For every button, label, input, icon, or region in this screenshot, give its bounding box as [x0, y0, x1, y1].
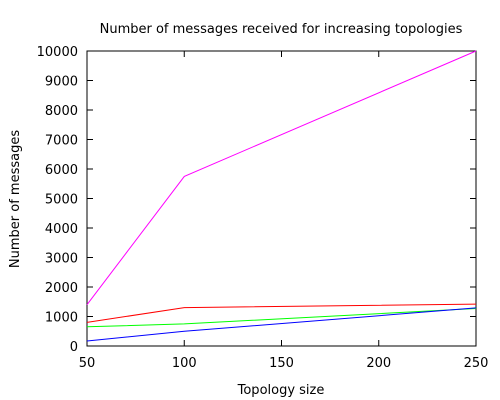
y-tick-label: 2000 [45, 281, 78, 296]
x-tick-label: 250 [464, 356, 489, 371]
x-tick-label: 100 [172, 356, 197, 371]
x-tick-label: 50 [79, 356, 96, 371]
y-tick-label: 6000 [45, 163, 78, 178]
x-tick-label: 150 [269, 356, 294, 371]
y-tick-label: 3000 [45, 252, 78, 267]
series-line-2 [86, 303, 477, 323]
y-axis-label: Number of messages [8, 130, 23, 268]
series-layer [86, 50, 477, 342]
chart-title: Number of messages received for increasi… [100, 22, 463, 37]
x-axis-label: Topology size [237, 383, 325, 398]
y-tick-label: 4000 [45, 222, 78, 237]
y-tick-label: 1000 [45, 311, 78, 326]
x-tick-label: 200 [366, 356, 391, 371]
y-axis: 0 1000 2000 3000 4000 5000 6000 7000 8000 9000 100… [37, 45, 476, 355]
y-tick-label: 10000 [37, 45, 78, 60]
y-tick-label: 7000 [45, 134, 78, 149]
series-line-1 [86, 50, 477, 306]
y-tick-label: 9000 [45, 75, 78, 90]
y-tick-label: 8000 [45, 104, 78, 119]
plot-frame [86, 50, 477, 347]
series-line-4 [86, 307, 477, 342]
y-tick-label: 0 [70, 340, 78, 355]
series-line-3 [86, 308, 477, 328]
y-tick-label: 5000 [45, 193, 78, 208]
